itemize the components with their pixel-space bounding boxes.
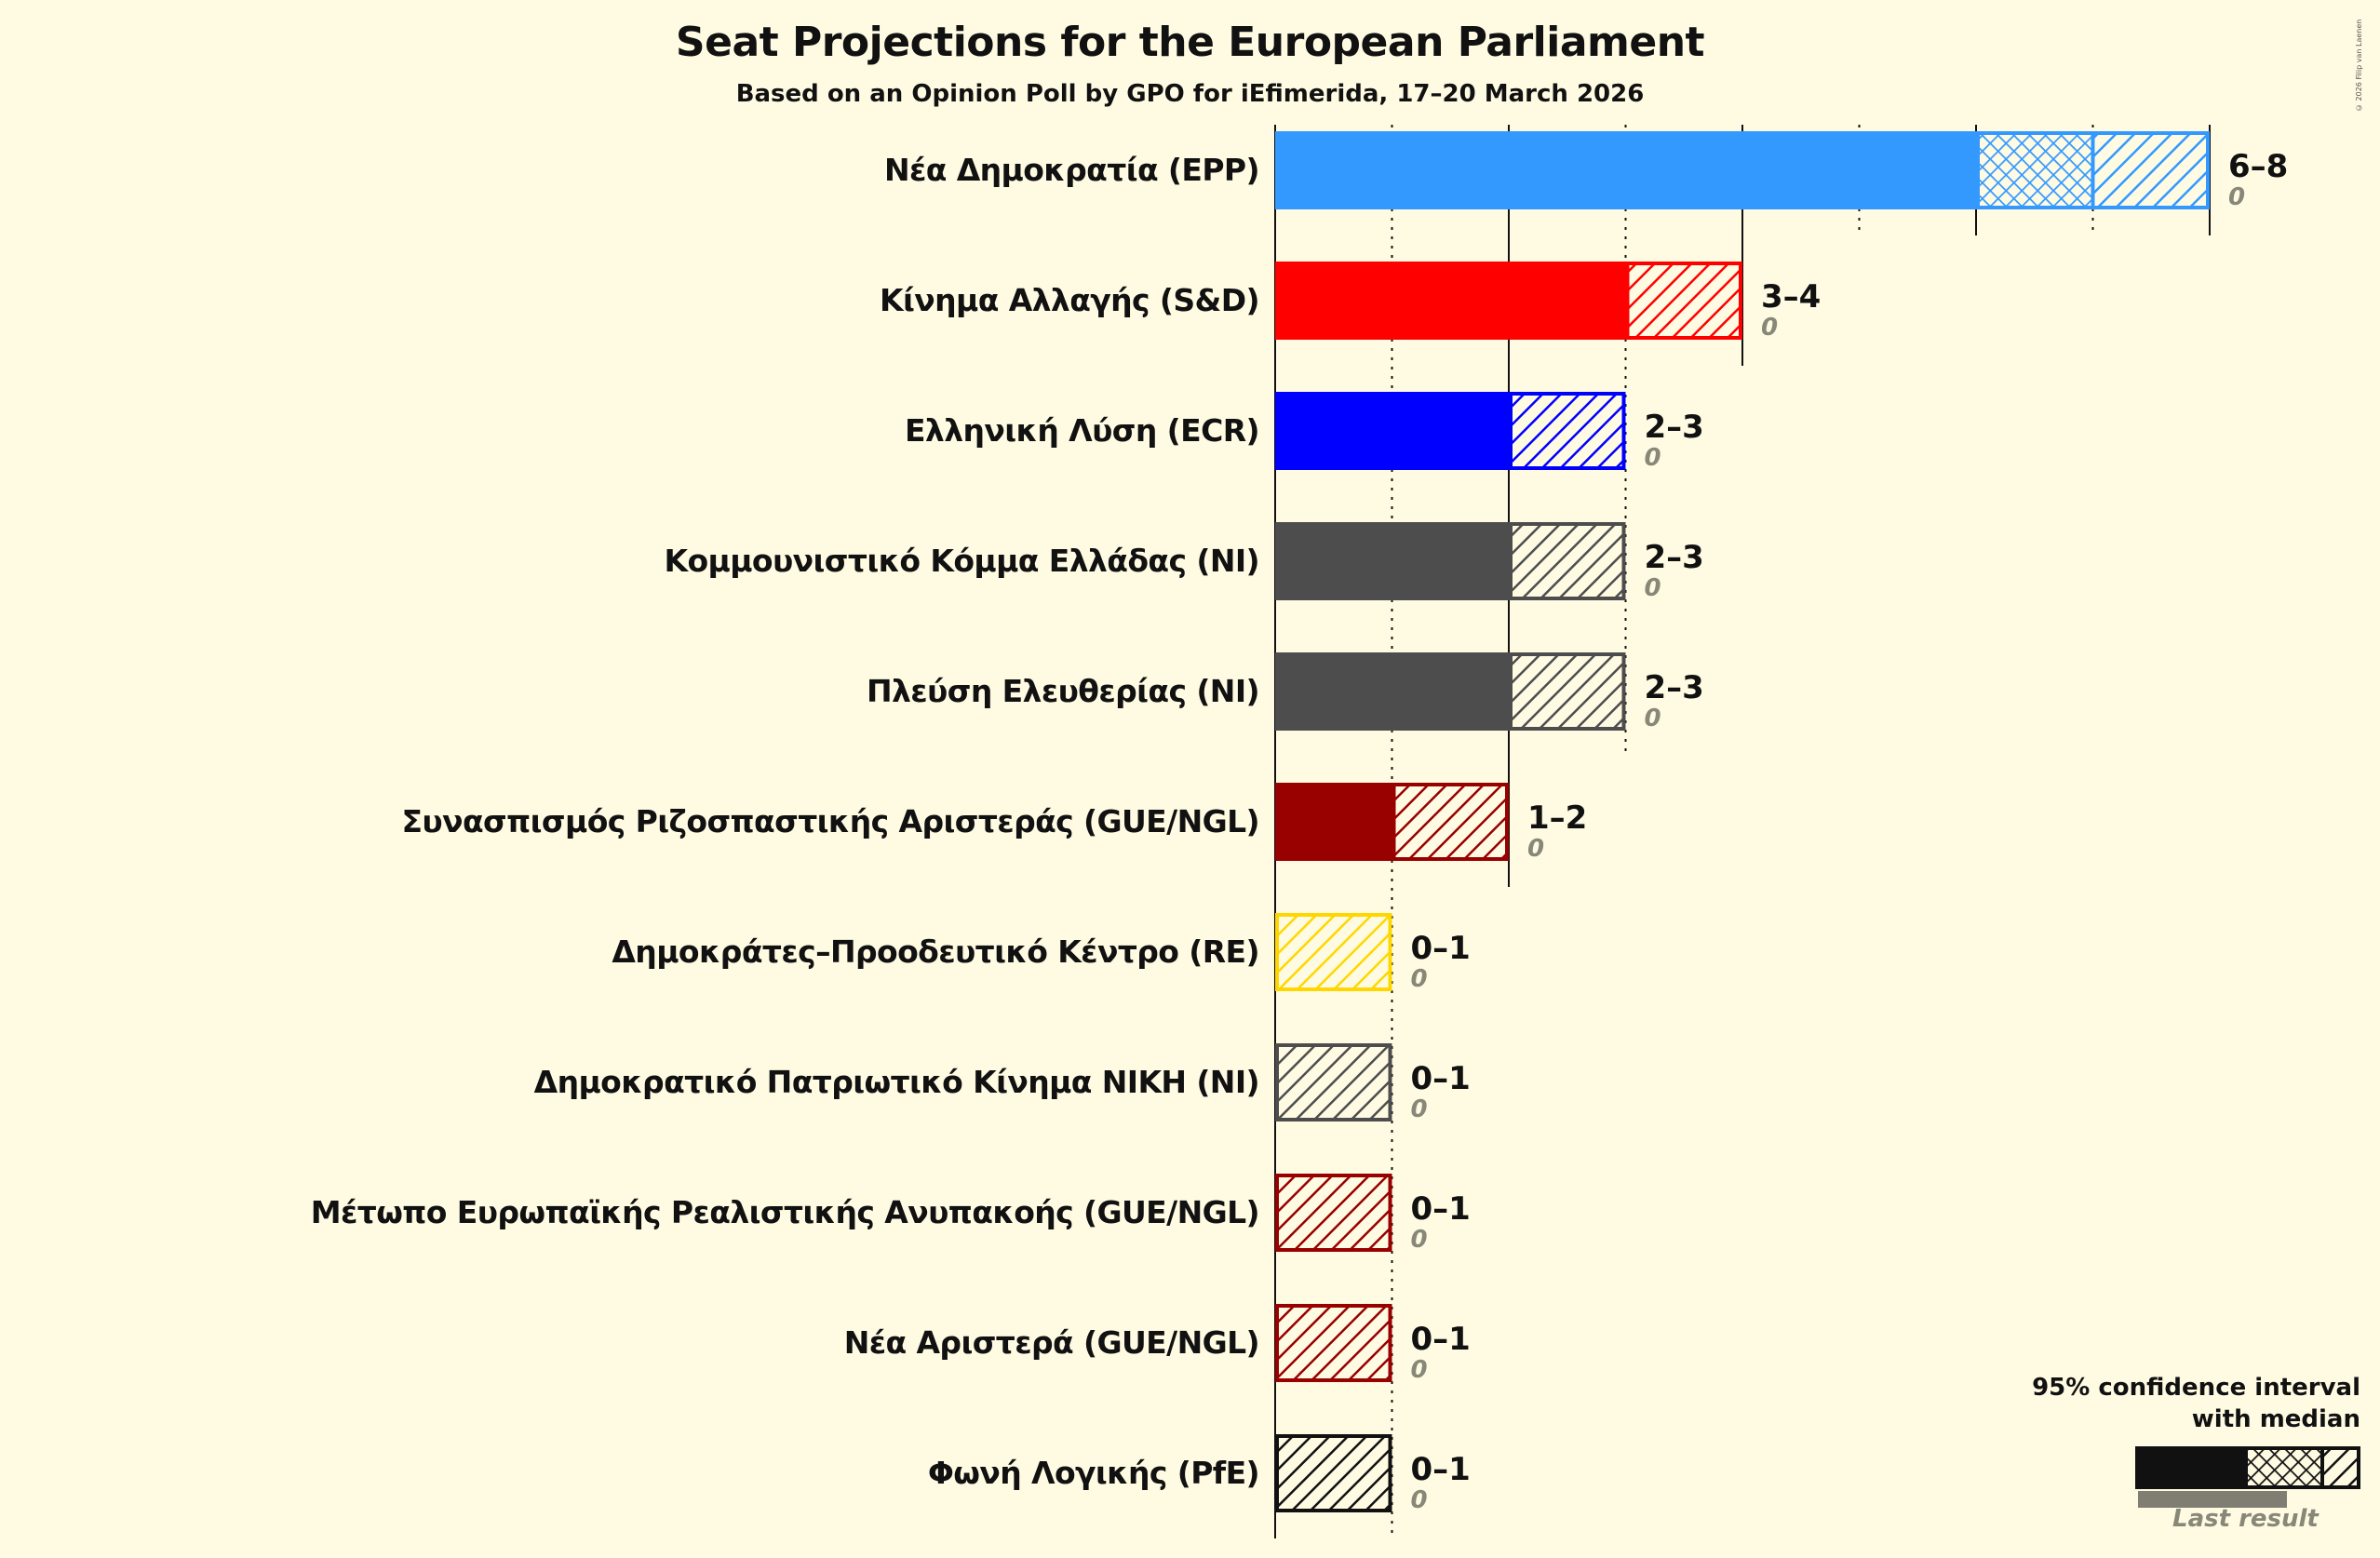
last-result-value: 0 <box>1410 1226 1428 1254</box>
chart-title: Seat Projections for the European Parlia… <box>675 19 1705 66</box>
last-result-value: 0 <box>2228 183 2246 211</box>
bar-hatch <box>2092 133 2210 208</box>
party-label: Μέτωπο Ευρωπαϊκής Ρεαλιστικής Ανυπακοής … <box>310 1194 1260 1230</box>
seat-range-label: 2–3 <box>1644 539 1704 576</box>
bar-outline <box>1275 1304 1392 1382</box>
bar-row <box>1275 783 1509 861</box>
legend-title: 95% confidence interval with median <box>2032 1372 2360 1435</box>
bar-solid <box>1275 652 1509 731</box>
bar-hatch <box>1392 785 1509 859</box>
chart-subtitle: Based on an Opinion Poll by GPO for iEfi… <box>735 80 1645 108</box>
bar-row <box>1275 652 1626 731</box>
last-result-value: 0 <box>1644 444 1661 472</box>
last-result-value: 0 <box>1410 1356 1428 1384</box>
bar-hatch <box>1509 654 1626 729</box>
bar-solid <box>1275 131 1976 209</box>
seat-range-label: 2–3 <box>1644 669 1704 706</box>
bar-hatch <box>1275 1436 1392 1511</box>
seat-range-label: 0–1 <box>1410 1190 1471 1228</box>
bar-hatch <box>1509 394 1626 468</box>
last-result-value: 0 <box>1644 705 1661 732</box>
bar-outline <box>1275 1434 1392 1512</box>
party-label: Δημοκράτες–Προοδευτικό Κέντρο (RE) <box>612 933 1259 970</box>
bar-row <box>1275 1174 1392 1252</box>
seat-range-label: 0–1 <box>1410 1060 1471 1097</box>
last-result-value: 0 <box>1410 1486 1428 1514</box>
bar-outline <box>1509 522 1626 600</box>
party-label: Φωνή Λογικής (PfE) <box>927 1455 1260 1491</box>
bar-row <box>1275 913 1392 991</box>
bar-row <box>1275 131 2210 209</box>
party-label: Πλεύση Ελευθερίας (NI) <box>866 673 1260 709</box>
bars <box>1275 131 2210 1512</box>
legend-last-result-bar <box>2138 1491 2287 1508</box>
bar-crosshatch <box>1976 133 2093 208</box>
seat-range-label: 6–8 <box>2228 148 2289 185</box>
bar-row <box>1275 1043 1392 1121</box>
party-label: Κίνημα Αλλαγής (S&D) <box>880 282 1260 318</box>
party-label: Κομμουνιστικό Κόμμα Ελλάδας (NI) <box>664 543 1259 579</box>
legend-hatch <box>2322 1448 2359 1487</box>
bar-outline <box>1509 652 1626 731</box>
seat-range-label: 0–1 <box>1410 930 1471 967</box>
seat-range-label: 0–1 <box>1410 1321 1471 1358</box>
legend-crosshatch <box>2248 1448 2322 1487</box>
bar-hatch <box>1275 915 1392 989</box>
bar-row <box>1275 1434 1392 1512</box>
bar-row <box>1275 392 1626 470</box>
seat-range-label: 0–1 <box>1410 1451 1471 1488</box>
seat-range-label: 2–3 <box>1644 409 1704 446</box>
legend-title-line1: 95% confidence interval <box>2032 1374 2360 1402</box>
bar-row <box>1275 262 1742 340</box>
party-label: Νέα Αριστερά (GUE/NGL) <box>843 1324 1260 1361</box>
seat-range-label: 1–2 <box>1527 799 1588 837</box>
bar-solid <box>1275 783 1392 861</box>
bar-solid <box>1275 262 1626 340</box>
bar-outline <box>1509 392 1626 470</box>
bar-outline <box>1275 913 1392 991</box>
legend-title-line2: with median <box>2191 1405 2360 1433</box>
bar-outline <box>1625 262 1742 340</box>
last-result-value: 0 <box>1410 965 1428 993</box>
legend-last-result-label: Last result <box>2172 1505 2319 1533</box>
last-result-value: 0 <box>1761 314 1779 342</box>
last-result-value: 0 <box>1644 574 1661 602</box>
last-result-value: 0 <box>1527 835 1545 863</box>
party-label: Ελληνική Λύση (ECR) <box>904 412 1260 449</box>
party-label: Δημοκρατικό Πατριωτικό Κίνημα ΝΙΚΗ (NI) <box>533 1064 1260 1100</box>
bar-row <box>1275 1304 1392 1382</box>
bar-hatch <box>1625 263 1742 338</box>
legend-solid <box>2135 1446 2248 1489</box>
bar-hatch <box>1275 1306 1392 1380</box>
party-label: Νέα Δημοκρατία (EPP) <box>883 152 1260 188</box>
bar-outline <box>1392 783 1509 861</box>
party-label: Συνασπισμός Ριζοσπαστικής Αριστεράς (GUE… <box>401 803 1259 839</box>
bar-solid <box>1275 392 1509 470</box>
seat-range-label: 3–4 <box>1761 278 1822 316</box>
bar-row <box>1275 522 1626 600</box>
bar-hatch <box>1275 1045 1392 1120</box>
bar-solid <box>1275 522 1509 600</box>
last-result-value: 0 <box>1410 1095 1428 1123</box>
bar-hatch <box>1509 524 1626 598</box>
bar-hatch <box>1275 1175 1392 1250</box>
bar-outline <box>1275 1174 1392 1252</box>
bar-outline <box>1275 1043 1392 1121</box>
legend-graphic <box>2135 1446 2360 1508</box>
